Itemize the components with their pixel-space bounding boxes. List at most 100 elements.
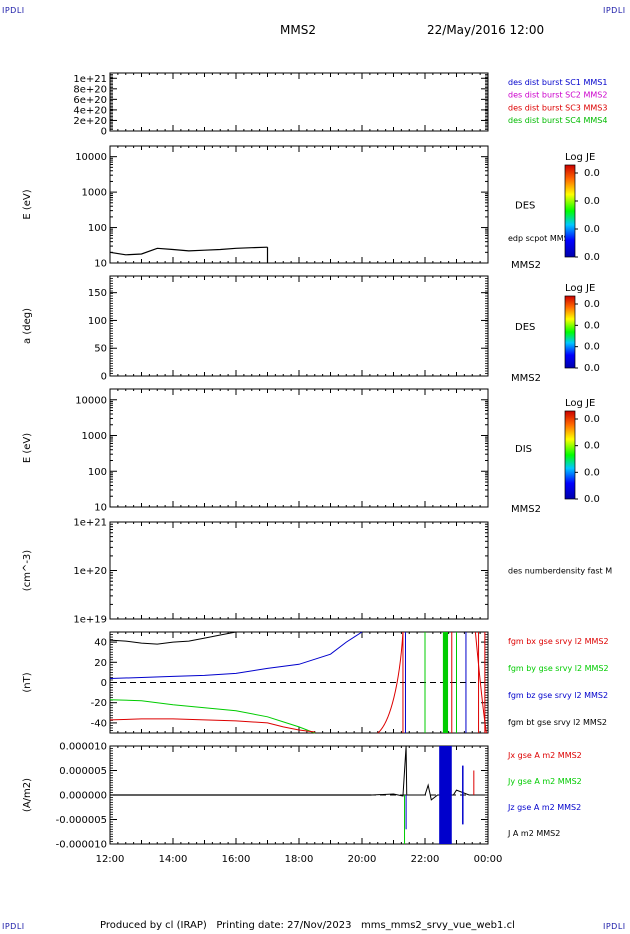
spacecraft-title: MMS2 (280, 23, 316, 37)
density-frame (109, 521, 489, 620)
des-energy-colorbar-title: Log JE (565, 152, 595, 163)
burst-ytick-label: 8e+20 (73, 84, 107, 95)
footer-credit: Produced by cl (IRAP) Printing date: 27/… (100, 920, 515, 931)
fgm-ytick-label: 20 (94, 658, 107, 669)
time-axis-label: 16:00 (222, 854, 251, 865)
date-title: 22/May/2016 12:00 (427, 23, 545, 37)
corner-label-top-right: IPDLI (603, 6, 626, 15)
dis-energy-side-label: DIS (515, 444, 532, 455)
des-pitch-ytick-label: 50 (94, 344, 107, 355)
density-ytick-label: 1e+20 (73, 566, 107, 577)
dis-energy-ytick-label: 10 (94, 503, 107, 514)
current-legend-entry: Jx gse A m2 MMS2 (507, 751, 582, 760)
current-ytick-label: 0.000010 (59, 742, 107, 753)
density-ytick-label: 1e+21 (73, 518, 107, 529)
density-ytick-label: 1e+19 (73, 615, 107, 626)
des-energy-ytick-label: 10 (94, 259, 107, 270)
des-pitch-colorbar-tick-label: 0.0 (584, 320, 600, 331)
des-pitch-ytick-label: 150 (88, 288, 107, 299)
corner-label-bottom-right: IPDLI (603, 922, 626, 931)
burst-ytick-label: 2e+20 (73, 116, 107, 127)
time-axis-label: 20:00 (348, 854, 377, 865)
des-energy-bottom-label: MMS2 (511, 260, 541, 271)
des-pitch-colorbar-tick-label: 0.0 (584, 342, 600, 353)
burst-legend-entry: des dist burst SC4 MMS4 (508, 116, 607, 125)
des-pitch-colorbar-tick-label: 0.0 (584, 299, 600, 310)
des-energy-side-label: DES (515, 201, 535, 212)
burst-ytick-label: 4e+20 (73, 105, 107, 116)
current-ytick-label: 0.000005 (59, 766, 107, 777)
density-legend-entry: des numberdensity fast M (508, 567, 612, 576)
des-energy-ytick-label: 100 (88, 223, 107, 234)
burst-ytick-label: 0 (101, 127, 107, 138)
des-energy-ytick-label: 10000 (75, 152, 107, 163)
fgm-ytick-label: -40 (91, 718, 107, 729)
dis-energy-colorbar (564, 410, 576, 500)
dis-energy-colorbar-tick-label: 0.0 (584, 441, 600, 452)
des-energy-colorbar-tick-label: 0.0 (584, 252, 600, 263)
fgm-bx-rise (377, 631, 404, 734)
fgm-legend-entry: fgm bt gse srvy l2 MMS2 (508, 718, 607, 727)
fgm-ytick-label: 40 (94, 638, 107, 649)
fgm-series-line (109, 699, 315, 734)
des-pitch-ytick-label: 100 (88, 316, 107, 327)
dis-energy-colorbar-tick-label: 0.0 (584, 467, 600, 478)
des-energy-scpot-line (109, 246, 268, 256)
dis-energy-ytick-label: 100 (88, 467, 107, 478)
dis-energy-colorbar-tick-label: 0.0 (584, 494, 600, 505)
dis-energy-ylabel: E (eV) (22, 433, 33, 463)
des-pitch-bottom-label: MMS2 (511, 373, 541, 384)
time-axis-label: 00:00 (474, 854, 503, 865)
current-jz-burst-block (439, 746, 452, 844)
des-pitch-ylabel: a (deg) (22, 308, 33, 344)
des-energy-colorbar-tick-label: 0.0 (584, 224, 600, 235)
fgm-ylabel: (nT) (22, 672, 33, 692)
current-legend-entry: J A m2 MMS2 (507, 829, 560, 838)
time-axis-label: 14:00 (159, 854, 188, 865)
burst-frame (109, 72, 489, 132)
des-pitch-colorbar (564, 295, 576, 369)
des-pitch-ytick-label: 0 (101, 372, 107, 383)
corner-label-bottom-left: IPDLI (2, 922, 25, 931)
des-pitch-colorbar-title: Log JE (565, 283, 595, 294)
des-energy-overlay-label: edp scpot MMS2 (508, 234, 574, 243)
burst-legend-entry: des dist burst SC3 MMS3 (508, 103, 607, 112)
dis-energy-ytick-label: 1000 (82, 431, 107, 442)
des-energy-frame (109, 145, 489, 264)
burst-ytick-label: 6e+20 (73, 95, 107, 106)
fgm-legend-entry: fgm by gse srvy l2 MMS2 (508, 664, 609, 673)
fgm-series-line (109, 718, 315, 733)
fgm-series-line (109, 631, 237, 645)
current-ytick-label: -0.000005 (56, 815, 107, 826)
des-energy-colorbar-tick-label: 0.0 (584, 196, 600, 207)
des-pitch-side-label: DES (515, 322, 535, 333)
current-ytick-label: 0.000000 (59, 791, 107, 802)
current-legend-entry: Jz gse A m2 MMS2 (507, 803, 581, 812)
burst-legend-entry: des dist burst SC2 MMS2 (508, 91, 607, 100)
des-energy-ytick-label: 1000 (82, 188, 107, 199)
current-legend-entry: Jy gse A m2 MMS2 (507, 777, 582, 786)
dis-energy-colorbar-tick-label: 0.0 (584, 414, 600, 425)
des-energy-colorbar (564, 164, 576, 258)
des-energy-colorbar-tick-label: 0.0 (584, 168, 600, 179)
des-pitch-frame (109, 275, 489, 377)
fgm-bx-fall (474, 631, 487, 734)
fgm-legend-entry: fgm bz gse srvy l2 MMS2 (508, 691, 608, 700)
dis-energy-colorbar-title: Log JE (565, 398, 595, 409)
fgm-ytick-label: 0 (101, 678, 107, 689)
fgm-legend-entry: fgm bx gse srvy l2 MMS2 (508, 637, 609, 646)
time-axis-label: 18:00 (285, 854, 314, 865)
burst-ytick-label: 1e+21 (73, 74, 107, 85)
time-axis-label: 12:00 (96, 854, 125, 865)
current-active-trace (371, 745, 485, 801)
corner-label-top-left: IPDLI (2, 6, 25, 15)
density-ylabel: (cm^-3) (22, 550, 33, 591)
dis-energy-frame (109, 388, 489, 508)
dis-energy-bottom-label: MMS2 (511, 504, 541, 515)
des-pitch-colorbar-tick-label: 0.0 (584, 363, 600, 374)
burst-legend-entry: des dist burst SC1 MMS1 (508, 78, 607, 87)
time-axis-label: 22:00 (411, 854, 440, 865)
dis-energy-ytick-label: 10000 (75, 395, 107, 406)
fgm-series-line (109, 631, 363, 679)
